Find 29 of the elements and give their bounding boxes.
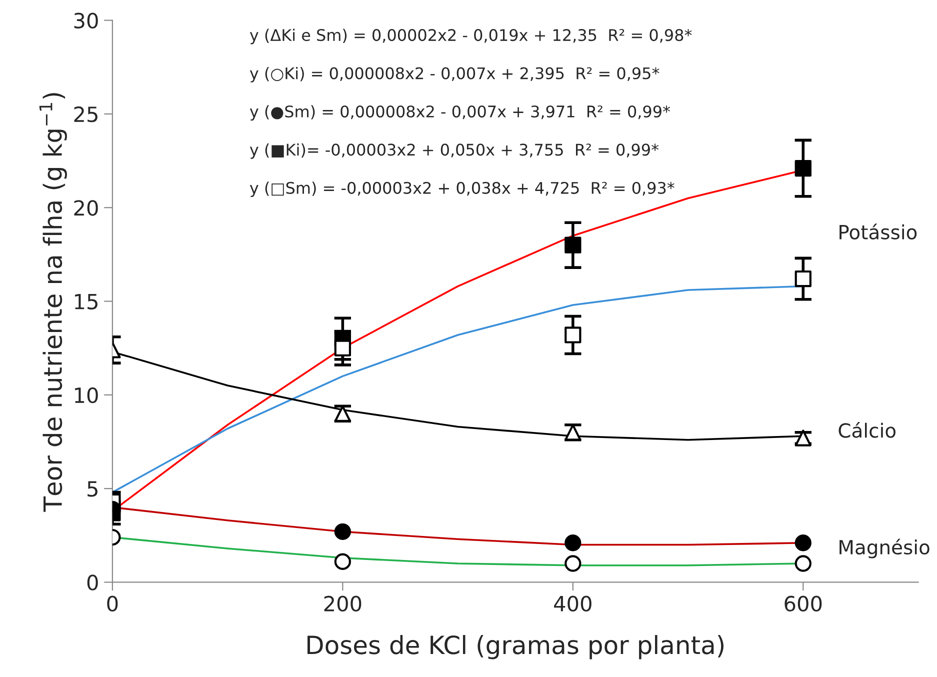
- y-tick-label: 0: [87, 574, 98, 590]
- y-tick-label: 30: [74, 12, 98, 29]
- annotation: Magnésio: [840, 538, 930, 558]
- y-tick-label: 25: [74, 106, 98, 122]
- point: [564, 534, 582, 552]
- x-tick-label: 0: [107, 596, 118, 612]
- x-tick-label: 400: [554, 596, 592, 612]
- point: [794, 534, 812, 552]
- annotation: y (□Sm) = -0,00003x2 + 0,038x + 4,725 R² = 0,93*: [250, 182, 674, 198]
- y-tick-label: 20: [74, 200, 98, 216]
- annotation: Potássio: [840, 224, 917, 240]
- point: [794, 160, 812, 177]
- point: [564, 555, 582, 572]
- annotation: y (■Ki)= -0,00003x2 + 0,050x + 3,755 R² = 0,99*: [250, 143, 659, 159]
- annotation: y (ΔKi e Sm) = 0,00002x2 - 0,019x + 12,35 R² = 0,98*: [250, 28, 692, 44]
- annotation: y (○Ki) = 0,000008x2 - 0,007x + 2,395 R² = 0,95*: [250, 66, 660, 82]
- x-tick-label: 600: [784, 596, 822, 612]
- point: [564, 326, 582, 344]
- point: [564, 236, 582, 254]
- y-tick-label: 10: [75, 387, 98, 404]
- point: [794, 270, 812, 288]
- point: [794, 555, 812, 572]
- x-tick-label: 200: [324, 596, 362, 612]
- annotation: Cálcio: [838, 422, 896, 438]
- y-axis-title: Teor de nutriente na flha (g kg$^{−1}$): [39, 93, 67, 512]
- x-axis-title: Doses de KCl (gramas por planta): [308, 635, 724, 660]
- y-tick-label: 5: [88, 481, 98, 497]
- y-tick-label: 15: [75, 294, 98, 310]
- annotation: y (●Sm) = 0,000008x2 - 0,007x + 3,971 R² = 0,99*: [250, 105, 670, 121]
